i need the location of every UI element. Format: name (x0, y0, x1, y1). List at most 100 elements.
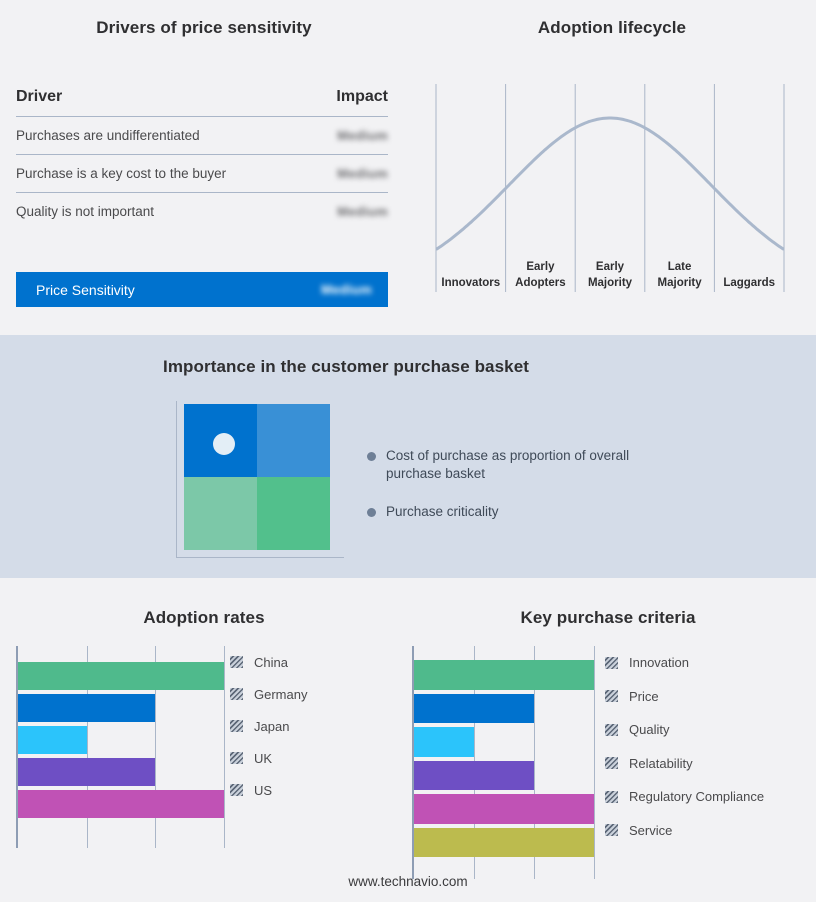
lifecycle-stage-label: Adopters (515, 277, 565, 289)
matrix-quadrant-bottom-right (257, 477, 330, 550)
bar-plot-area (16, 646, 225, 848)
middle-background-band (0, 335, 816, 578)
bar-plot-area (412, 646, 595, 879)
legend-label: Germany (254, 686, 308, 702)
plot-bottom-padding (414, 859, 594, 867)
drivers-panel: Drivers of price sensitivity Driver Impa… (0, 0, 408, 335)
hatched-swatch-icon (605, 790, 618, 803)
matrix-quadrant-top-left (184, 404, 257, 477)
lifecycle-bell-curve (435, 116, 785, 251)
bar-row (18, 660, 224, 692)
legend-label: Japan (254, 718, 290, 734)
adoption-rates-title: Adoption rates (143, 608, 265, 627)
matrix-quadrant-bottom-left (184, 477, 257, 550)
importance-legend: Cost of purchase as proportion of overal… (367, 447, 667, 542)
driver-row: Purchase is a key cost to the buyer Mediu… (16, 154, 388, 193)
matrix-quadrants (184, 404, 330, 550)
hatched-swatch-icon (230, 752, 243, 764)
bar-row (414, 759, 594, 793)
bar (414, 660, 594, 690)
legend-item: China (230, 646, 307, 678)
chart-gridline (155, 646, 157, 848)
matrix-position-marker (213, 433, 235, 455)
bar-row (18, 788, 224, 820)
hatched-swatch-icon (230, 784, 243, 796)
adoption-rates-legend: China Germany Japan UK US (230, 646, 307, 806)
hatched-swatch-icon (230, 720, 243, 732)
column-header-driver: Driver (16, 88, 315, 117)
footer-website-url: www.technavio.com (348, 874, 468, 889)
bar-row (18, 692, 224, 724)
legend-item: Innovation (605, 646, 764, 680)
bar (414, 827, 594, 857)
bar (414, 693, 535, 723)
bar-row (414, 658, 594, 692)
adoption-lifecycle-chart: Innovators Early Adopters Early Majority Late… (435, 84, 785, 292)
hatched-swatch-icon (605, 824, 618, 837)
bar (414, 760, 535, 790)
driver-impact-cell: Medium (314, 154, 388, 193)
importance-legend-label: Purchase criticality (386, 504, 499, 520)
bar (18, 790, 224, 818)
hatched-swatch-icon (230, 688, 243, 700)
lifecycle-stage-label: Innovators (441, 277, 500, 289)
matrix-y-axis (176, 401, 177, 558)
key-purchase-criteria-legend: Innovation Price Quality Relatability Regula… (605, 646, 764, 847)
driver-impact-cell: Medium (314, 116, 388, 155)
bar (414, 794, 594, 824)
bar-row (414, 692, 594, 726)
legend-item: US (230, 774, 307, 806)
lifecycle-stage-label: Early (526, 261, 555, 273)
key-purchase-criteria-chart (412, 646, 595, 879)
legend-label: Price (629, 688, 659, 704)
matrix-x-axis (176, 557, 344, 558)
driver-impact-cell: Medium (315, 193, 388, 231)
importance-title: Importance in the customer purchase bask… (163, 357, 530, 376)
chart-gridline (86, 646, 88, 848)
legend-label: Innovation (629, 655, 689, 671)
legend-item: Relatability (605, 747, 764, 781)
importance-legend-item: Purchase criticality (367, 503, 667, 521)
drivers-table: Driver Impact Purchases are undifferenti… (16, 88, 388, 230)
hatched-swatch-icon (605, 690, 618, 703)
hatched-swatch-icon (605, 723, 618, 736)
driver-name: Purchases are undifferentiated (16, 116, 315, 155)
legend-item: Quality (605, 713, 764, 747)
legend-item: Price (605, 680, 764, 714)
adoption-rates-panel: Adoption rates China Germany Japan UK US (0, 578, 408, 878)
driver-row: Purchases are undifferentiated Medium (16, 116, 388, 155)
legend-item: UK (230, 742, 307, 774)
column-header-impact: Impact (314, 88, 388, 117)
lifecycle-stage-label: Late (668, 261, 692, 273)
bar (414, 727, 474, 757)
legend-label: US (254, 782, 273, 798)
legend-item: Germany (230, 678, 307, 710)
lifecycle-stage-label: Laggards (723, 277, 775, 289)
bar-row (414, 792, 594, 826)
bar (18, 726, 87, 754)
driver-impact-value: Medium (337, 166, 388, 181)
adoption-rates-chart (16, 646, 225, 848)
hatched-swatch-icon (605, 656, 618, 669)
legend-label: Regulatory Compliance (629, 789, 765, 805)
purchase-basket-matrix (176, 401, 346, 561)
legend-item: Japan (230, 710, 307, 742)
hatched-swatch-icon (230, 656, 243, 668)
lifecycle-stage-label: Majority (658, 277, 703, 289)
drivers-table-header-row: Driver Impact (16, 88, 388, 117)
chart-gridline (534, 646, 536, 879)
legend-item: Service (605, 814, 764, 848)
bar (18, 662, 224, 690)
driver-impact-value: Medium (337, 128, 388, 143)
price-sensitivity-highlight-row[interactable]: Price Sensitivity Medium (16, 272, 388, 307)
bar-row (414, 826, 594, 860)
matrix-quadrant-top-right (257, 404, 330, 477)
bar-row (18, 756, 224, 788)
driver-impact-value: Medium (337, 204, 388, 219)
legend-item: Regulatory Compliance (605, 780, 764, 814)
legend-label: Quality (629, 722, 670, 738)
drivers-title: Drivers of price sensitivity (96, 18, 312, 37)
plot-bottom-padding (18, 820, 224, 834)
chart-gridline (224, 646, 225, 848)
bar (18, 694, 156, 722)
